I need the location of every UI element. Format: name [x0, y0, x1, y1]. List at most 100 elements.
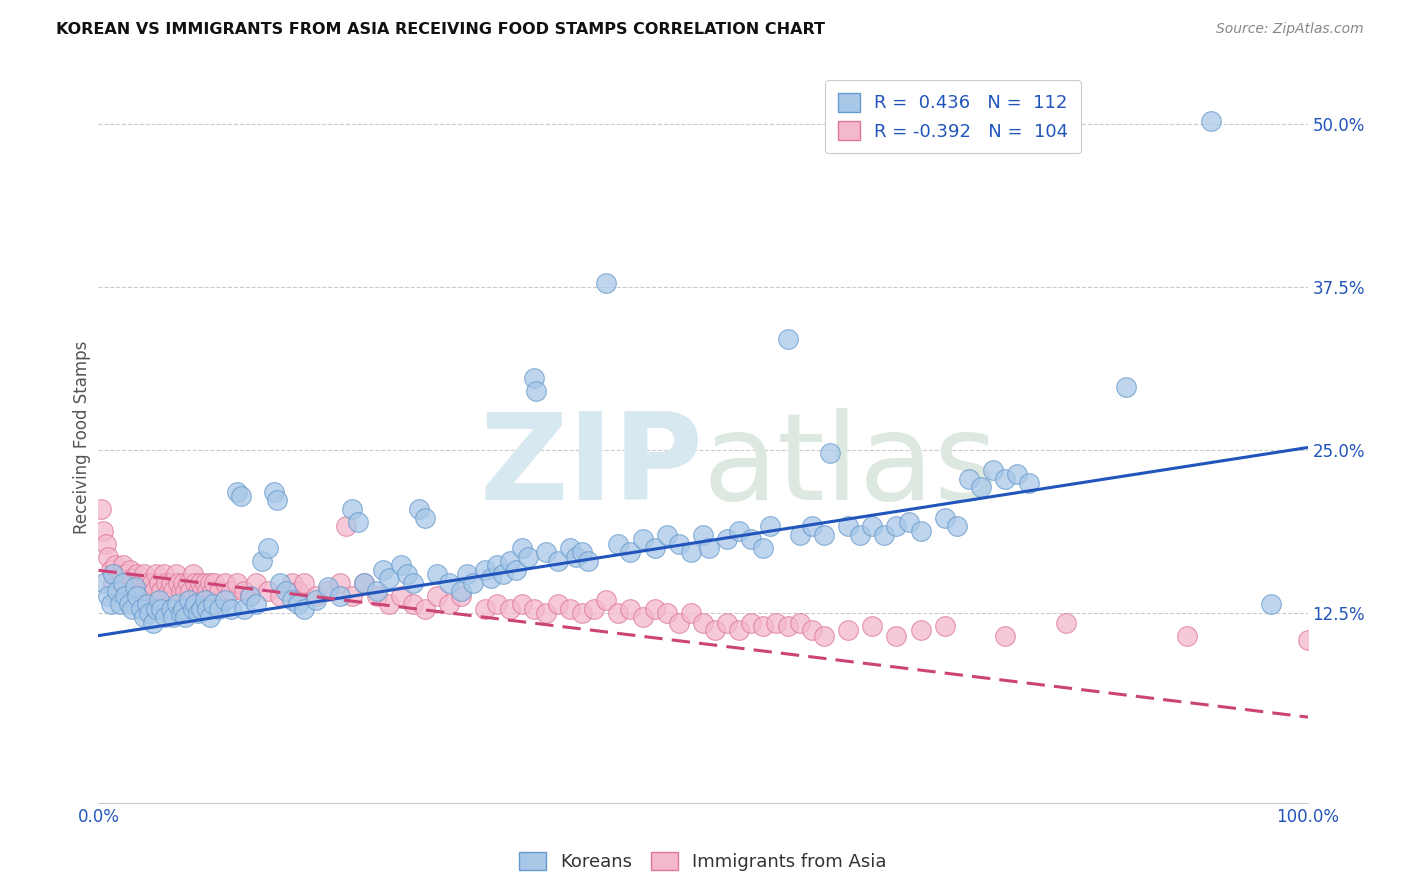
Point: [108, 576, 131, 591]
Point: [813, 629, 835, 643]
Point: [576, 554, 599, 568]
Point: [413, 511, 436, 525]
Point: [437, 597, 460, 611]
Point: [166, 597, 188, 611]
Point: [239, 590, 262, 604]
Y-axis label: Receiving Food Stamps: Receiving Food Stamps: [73, 341, 91, 533]
Point: [450, 590, 472, 604]
Point: [692, 615, 714, 630]
Point: [153, 610, 176, 624]
Point: [239, 590, 262, 604]
Point: [565, 550, 588, 565]
Point: [631, 610, 654, 624]
Point: [221, 602, 243, 616]
Point: [655, 607, 678, 621]
Point: [342, 590, 364, 604]
Point: [108, 597, 131, 611]
Point: [534, 607, 557, 621]
Point: [124, 580, 146, 594]
Point: [481, 571, 503, 585]
Point: [450, 584, 472, 599]
Point: [752, 541, 775, 555]
Point: [150, 584, 173, 599]
Point: [184, 597, 207, 611]
Point: [107, 571, 129, 585]
Point: [1260, 597, 1282, 611]
Point: [523, 371, 546, 385]
Point: [114, 567, 136, 582]
Point: [329, 590, 352, 604]
Point: [679, 607, 702, 621]
Point: [127, 590, 149, 604]
Point: [316, 584, 339, 599]
Point: [201, 584, 224, 599]
Point: [226, 576, 249, 591]
Point: [474, 602, 496, 616]
Point: [371, 563, 394, 577]
Point: [135, 576, 157, 591]
Point: [994, 472, 1017, 486]
Point: [148, 593, 170, 607]
Point: [595, 593, 617, 607]
Point: [619, 602, 641, 616]
Point: [134, 610, 156, 624]
Point: [347, 515, 370, 529]
Point: [184, 576, 207, 591]
Point: [97, 590, 120, 604]
Point: [145, 602, 167, 616]
Point: [897, 515, 920, 529]
Point: [188, 576, 211, 591]
Point: [716, 532, 738, 546]
Point: [226, 485, 249, 500]
Point: [413, 602, 436, 616]
Point: [195, 602, 218, 616]
Point: [655, 528, 678, 542]
Point: [607, 607, 630, 621]
Point: [174, 584, 197, 599]
Point: [256, 584, 278, 599]
Point: [486, 558, 509, 573]
Point: [179, 584, 201, 599]
Point: [155, 576, 177, 591]
Point: [498, 554, 520, 568]
Point: [165, 567, 187, 582]
Point: [202, 597, 225, 611]
Point: [353, 576, 375, 591]
Point: [437, 576, 460, 591]
Point: [342, 502, 364, 516]
Point: [981, 463, 1004, 477]
Point: [232, 584, 254, 599]
Point: [263, 485, 285, 500]
Point: [191, 584, 214, 599]
Point: [105, 584, 128, 599]
Point: [765, 615, 787, 630]
Point: [910, 624, 932, 638]
Point: [571, 545, 593, 559]
Point: [127, 567, 149, 582]
Point: [547, 597, 569, 611]
Point: [269, 576, 291, 591]
Point: [426, 567, 449, 582]
Point: [214, 576, 236, 591]
Point: [208, 584, 231, 599]
Point: [631, 532, 654, 546]
Point: [214, 593, 236, 607]
Point: [873, 528, 896, 542]
Point: [946, 519, 969, 533]
Point: [558, 602, 581, 616]
Point: [607, 537, 630, 551]
Point: [523, 602, 546, 616]
Point: [886, 629, 908, 643]
Point: [111, 558, 134, 573]
Point: [789, 528, 811, 542]
Point: [256, 541, 278, 555]
Point: [353, 576, 375, 591]
Point: [292, 602, 315, 616]
Point: [994, 629, 1017, 643]
Point: [426, 590, 449, 604]
Text: Source: ZipAtlas.com: Source: ZipAtlas.com: [1216, 22, 1364, 37]
Point: [131, 584, 153, 599]
Point: [813, 528, 835, 542]
Point: [198, 610, 221, 624]
Legend: R =  0.436   N =  112, R = -0.392   N =  104: R = 0.436 N = 112, R = -0.392 N = 104: [825, 80, 1081, 153]
